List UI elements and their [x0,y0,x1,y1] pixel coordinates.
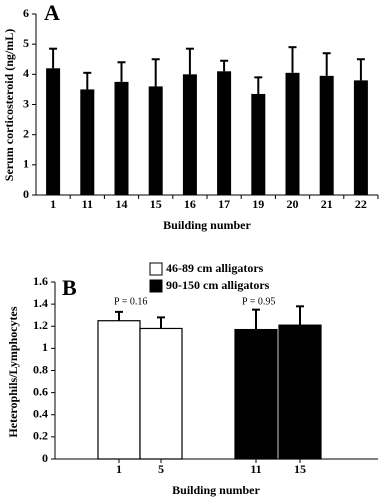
y-tick-label: 0 [23,187,29,201]
bar [251,93,266,195]
x-axis-label: Building number [163,218,251,232]
x-tick-label: 20 [287,197,299,211]
bar [234,328,278,460]
bar [217,71,232,195]
x-tick-label: 11 [82,197,93,211]
bar [278,324,322,460]
y-tick-label: 4 [23,66,29,80]
y-tick-label: 5 [23,36,29,50]
bar [319,75,334,195]
y-tick-label: 1.2 [33,318,48,332]
y-tick-label: 1.4 [33,296,48,310]
y-tick-label: 1 [42,340,48,354]
y-tick-label: 0.8 [33,362,48,376]
x-tick-label: 15 [294,462,306,476]
y-axis-label: Heterophils/Lymphocytes [6,306,20,437]
legend-label: 46-89 cm alligators [166,261,264,275]
y-tick-label: 0 [42,451,48,465]
x-tick-label: 1 [50,197,56,211]
x-tick-label: 5 [158,462,164,476]
x-tick-label: 15 [150,197,162,211]
bar [97,320,141,460]
x-tick-label: 1 [116,462,122,476]
y-axis-label: Serum corticosteroid (ng/mL) [2,29,16,181]
legend-swatch [149,262,163,276]
x-axis-label: Building number [172,483,260,497]
y-tick-label: 1 [23,157,29,171]
x-tick-label: 21 [321,197,333,211]
bar [46,68,61,195]
x-tick-label: 14 [116,197,128,211]
bar [114,81,129,195]
x-tick-label: 19 [252,197,264,211]
bar [182,74,197,195]
bar [353,80,368,195]
legend-swatch [149,279,163,293]
annotation: P = 0.95 [242,296,275,307]
y-tick-label: 6 [23,6,29,20]
x-tick-label: 11 [250,462,261,476]
y-tick-label: 0.6 [33,384,48,398]
bar [139,327,183,460]
x-tick-label: 22 [355,197,367,211]
bar [80,89,95,195]
bar [285,72,300,195]
panel-label: A [44,0,60,25]
bar [148,86,163,195]
y-tick-label: 0.2 [33,429,48,443]
x-tick-label: 16 [184,197,196,211]
legend-label: 90-150 cm alligators [166,278,270,292]
annotation: P = 0.16 [114,296,147,307]
y-tick-label: 0.4 [33,407,48,421]
y-tick-label: 1.6 [33,274,48,288]
x-tick-label: 17 [218,197,230,211]
y-tick-label: 2 [23,126,29,140]
y-tick-label: 3 [23,96,29,110]
panel-label: B [62,275,77,300]
